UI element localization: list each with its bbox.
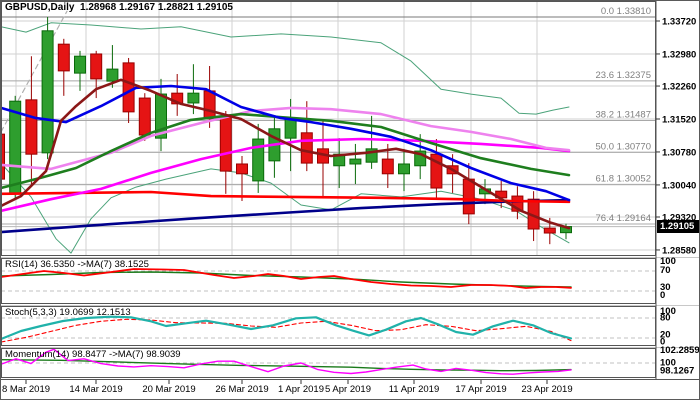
date-axis-label: 5 Apr 2019 [325, 384, 371, 395]
date-axis-label: 11 Apr 2019 [389, 384, 440, 395]
date-axis-label: 26 Mar 2019 [215, 384, 268, 395]
price-axis-label: 1.33720 [662, 17, 696, 28]
fib-level-label: 61.8 1.30052 [596, 173, 651, 184]
rsi-indicator-label: RSI(14) 36.5350 ->MA(7) 38.1525 [5, 259, 149, 270]
fib-level-label: 76.4 1.29164 [596, 213, 651, 224]
indicator-axis-label: 100 [660, 256, 676, 267]
indicator-axis-label: 98.1267 [660, 366, 694, 377]
fib-level-label: 50.0 1.30770 [596, 141, 651, 152]
price-axis-label: 1.30040 [662, 180, 696, 191]
price-axis-label: 1.29320 [662, 212, 696, 223]
date-axis-label: 8 Mar 2019 [2, 384, 50, 395]
price-axis-label: 1.28580 [662, 245, 696, 256]
momentum-indicator-label: Momentum(14) 98.8477 ->MA(7) 98.9039 [5, 349, 181, 360]
indicator-axis-label: 70 [660, 265, 671, 276]
price-axis[interactable]: 1.33720 1.32980 1.32260 1.31520 1.30780 1.300… [656, 17, 700, 377]
indicator-axis-label: 20 [660, 330, 671, 341]
fib-level-label: 23.6 1.32375 [596, 70, 651, 81]
candles [1, 16, 572, 245]
fib-level-label: 0.0 1.33810 [601, 6, 651, 17]
stochastic-panel [1, 315, 656, 343]
date-axis-label: 1 Apr 2019 [278, 384, 324, 395]
price-axis-label: 1.32980 [662, 49, 696, 60]
rsi-panel [1, 268, 656, 292]
chart-title: GBPUSD,Daily 1.28968 1.29167 1.28821 1.2… [5, 2, 233, 13]
moving-averages [1, 78, 571, 234]
indicator-axis-label: 0 [660, 337, 665, 348]
indicator-axis-label: 80 [660, 313, 671, 324]
date-axis-label: 14 Mar 2019 [69, 384, 122, 395]
price-axis-label: 1.32260 [662, 82, 696, 93]
date-axis[interactable]: 8 Mar 2019 14 Mar 2019 20 Mar 2019 26 Mar 2… [2, 380, 573, 395]
indicator-axis-label: 100 [660, 306, 676, 317]
indicator-axis-label: 0 [660, 290, 665, 301]
indicator-axis-label: 102.2859 [660, 345, 700, 356]
stochastic-indicator-label: Stoch(5,3,3) 19.0699 12.1513 [5, 307, 131, 318]
indicator-axis-label: 30 [660, 282, 671, 293]
panel-borders[interactable] [1, 1, 700, 380]
date-axis-label: 17 Apr 2019 [455, 384, 506, 395]
current-price-tag: 1.29105 [657, 220, 699, 233]
fib-level-label: 38.2 1.31487 [596, 109, 651, 120]
price-axis-label: 1.30780 [662, 147, 696, 158]
momentum-panel [1, 348, 656, 375]
date-axis-label: 20 Mar 2019 [142, 384, 195, 395]
indicator-axis-label: 100 [660, 358, 676, 369]
price-axis-label: 1.31520 [662, 114, 696, 125]
date-axis-label: 23 Apr 2019 [521, 384, 572, 395]
